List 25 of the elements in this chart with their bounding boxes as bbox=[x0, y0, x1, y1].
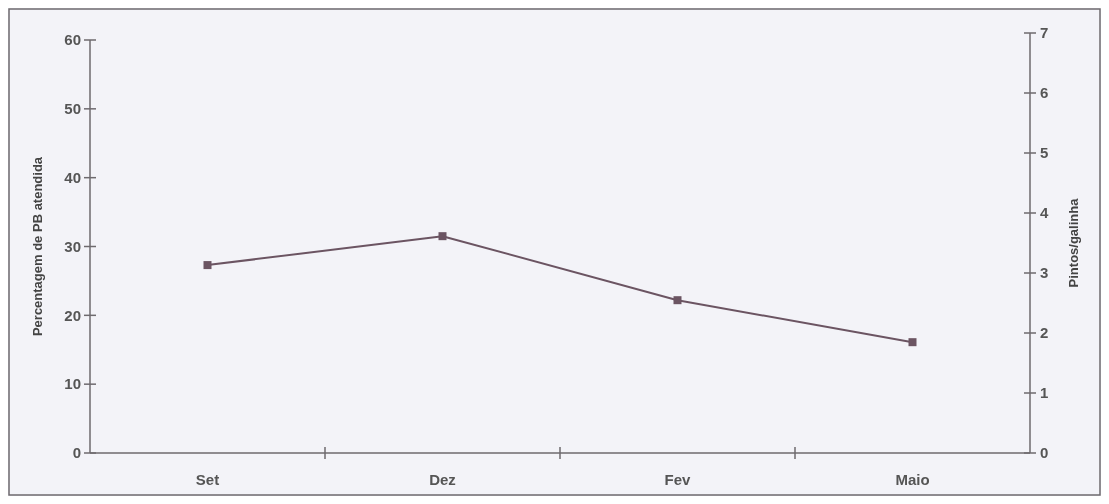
point bbox=[908, 338, 917, 347]
x-tick-label: Maio bbox=[895, 471, 930, 488]
y-tick-label: 30 bbox=[64, 237, 81, 255]
point bbox=[438, 232, 447, 241]
y-tick-label: 20 bbox=[64, 306, 81, 324]
y-axis-title: Percentagem de PB atendida bbox=[30, 156, 45, 337]
y-tick-label: 60 bbox=[64, 31, 81, 49]
y2-tick-label: 3 bbox=[1040, 264, 1049, 282]
y2-tick-label: 2 bbox=[1040, 324, 1049, 342]
y-tick-label: 0 bbox=[72, 444, 81, 462]
point bbox=[203, 261, 212, 270]
y2-tick-label: 0 bbox=[1040, 444, 1049, 462]
y-tick-label: 50 bbox=[64, 100, 81, 118]
y-tick-label: 40 bbox=[64, 168, 81, 186]
x-tick-label: Dez bbox=[429, 471, 456, 488]
y2-tick-label: 1 bbox=[1040, 384, 1049, 402]
x-tick-label: Fev bbox=[664, 471, 692, 488]
point bbox=[673, 296, 682, 305]
x-tick-label: Set bbox=[195, 471, 220, 488]
y2-tick-label: 7 bbox=[1040, 24, 1049, 42]
y2-tick-label: 6 bbox=[1040, 84, 1049, 102]
y2-tick-label: 4 bbox=[1040, 204, 1049, 222]
y-tick-label: 10 bbox=[64, 375, 81, 393]
y2-tick-label: 5 bbox=[1040, 144, 1049, 162]
y2-axis-title: Pintos/galinha bbox=[1066, 197, 1081, 288]
